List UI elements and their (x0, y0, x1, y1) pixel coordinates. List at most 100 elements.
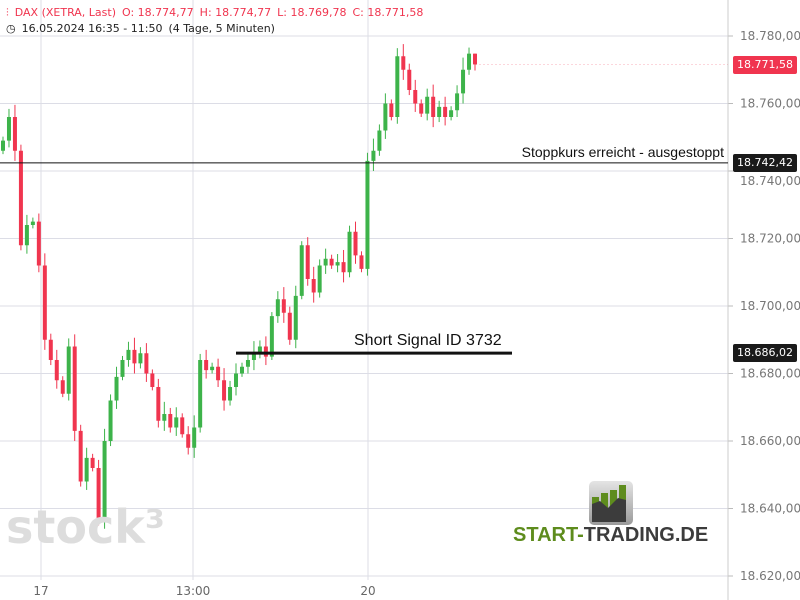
candle-body (72, 346, 77, 431)
candle-body (90, 457, 95, 468)
candle-body (329, 258, 334, 266)
candle-body (293, 295, 298, 340)
candle-body (174, 417, 179, 428)
candle-body (234, 373, 239, 387)
candle-body (413, 90, 418, 104)
symbol-label: DAX (XETRA, Last) (14, 6, 117, 19)
candle-body (30, 221, 35, 225)
candle-body (323, 258, 328, 266)
candle-body (126, 349, 131, 360)
candle-body (192, 427, 197, 448)
candle-body (96, 468, 101, 519)
stock3-watermark: stock³ (6, 500, 165, 554)
candle-body (365, 160, 370, 269)
close-value: C: 18.771,58 (352, 6, 424, 19)
candle-body (287, 312, 292, 340)
time-header: ◷ 16.05.2024 16:35 - 11:50 (4 Tage, 5 Minu… (6, 22, 281, 35)
candle-body (216, 366, 221, 381)
candle-body (275, 299, 280, 317)
candle-body (120, 360, 125, 377)
candle-body (251, 353, 256, 360)
candle-body (425, 96, 430, 114)
candle-body (186, 434, 191, 448)
candle-body (36, 221, 41, 266)
start-trading-logo-text: START-TRADING.DE (513, 524, 709, 546)
candle-body (347, 231, 352, 273)
interval-label: (4 Tage, 5 Minuten) (168, 22, 275, 35)
x-tick-label: 17 (33, 584, 48, 598)
y-tick-label: 18.660,00 (740, 434, 800, 448)
y-tick-label: 18.760,00 (740, 97, 800, 111)
candle-body (210, 366, 215, 371)
candle-body (395, 56, 400, 117)
candle-body (12, 117, 17, 151)
candle-body (18, 150, 23, 246)
candle-body (102, 441, 107, 519)
candle-body (48, 339, 53, 360)
y-tick-label: 18.780,00 (740, 29, 800, 43)
candle-body (443, 106, 448, 117)
candle-body (156, 387, 161, 421)
candle-body (299, 245, 304, 296)
candle-body (437, 106, 442, 117)
short-signal-annotation: Short Signal ID 3732 (354, 332, 502, 349)
candle-body (257, 346, 262, 354)
candle-body (60, 380, 65, 394)
candle-body (281, 299, 286, 313)
ohlc-header: ⫶ DAX (XETRA, Last) O: 18.774,77 H: 18.774,… (6, 6, 429, 20)
candle-body (341, 262, 346, 273)
stop-annotation: Stoppkurs erreicht - ausgestoppt (521, 144, 724, 160)
y-tick-label: 18.720,00 (740, 232, 800, 246)
candle-body (401, 56, 406, 70)
candle-body (180, 417, 185, 435)
clock-icon: ◷ (6, 22, 16, 35)
candle-body (455, 93, 460, 111)
y-tick-label: 18.680,00 (740, 367, 800, 381)
candle-body (114, 376, 119, 401)
candle-body (150, 373, 155, 387)
candle-body (132, 349, 137, 364)
high-value: H: 18.774,77 (199, 6, 272, 19)
y-tick-label: 18.740,00 (740, 174, 800, 188)
candle-body (24, 225, 29, 246)
candle-body (311, 279, 316, 293)
candle-body (228, 387, 233, 401)
candle-body (42, 265, 47, 340)
candle-body (222, 380, 227, 401)
time-range: 16.05.2024 16:35 - 11:50 (21, 22, 163, 35)
candle-body (461, 69, 466, 94)
y-tick-label: 18.640,00 (740, 502, 800, 516)
start-trading-logo-icon (589, 481, 633, 525)
short-price-tag: 18.686,02 (733, 344, 797, 362)
candle-body (144, 353, 149, 374)
candle-body (389, 103, 394, 117)
candle-body (54, 360, 59, 381)
candle-body (245, 360, 250, 367)
last-price-tag: 18.771,58 (733, 56, 797, 74)
indicator-icon[interactable]: ⫶ (6, 6, 9, 19)
stop-price-tag: 18.742,42 (733, 154, 797, 172)
candle-body (66, 346, 71, 394)
candle-body (371, 150, 376, 161)
y-tick-label: 18.620,00 (740, 569, 800, 583)
candle-body (138, 353, 143, 364)
candle-body (269, 316, 274, 357)
x-tick-label: 13:00 (176, 584, 211, 598)
low-value: L: 18.769,78 (277, 6, 347, 19)
candle-body (419, 103, 424, 114)
candle-body (162, 414, 167, 421)
candle-body (6, 117, 11, 141)
candle-body (84, 457, 89, 482)
candle-body (317, 265, 322, 293)
candle-body (168, 414, 173, 428)
y-tick-label: 18.700,00 (740, 299, 800, 313)
candle-body (1, 140, 5, 151)
candle-body (239, 366, 244, 374)
candle-body (359, 255, 364, 269)
candle-body (335, 262, 340, 266)
candle-body (263, 346, 268, 357)
candle-body (449, 110, 454, 117)
candle-body (353, 231, 358, 256)
candle-body (305, 245, 310, 279)
